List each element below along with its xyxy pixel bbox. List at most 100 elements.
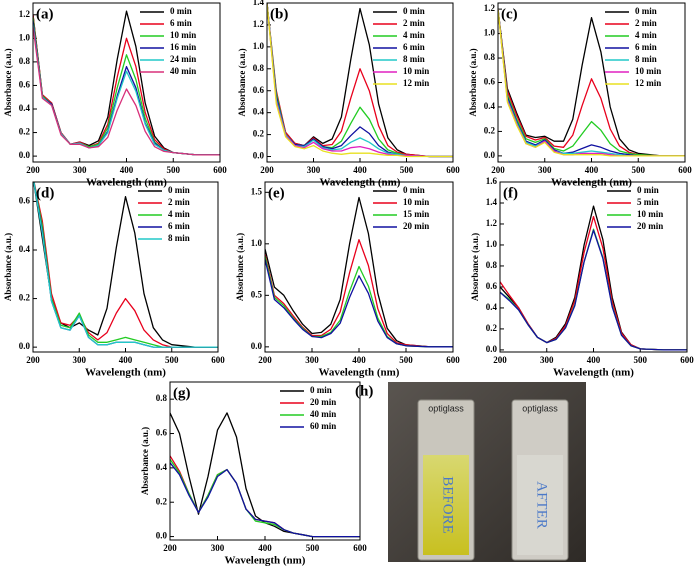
- y-tick-label: 1.2: [486, 218, 498, 228]
- x-tick-label: 300: [538, 165, 552, 175]
- legend-label: 0 min: [170, 6, 192, 16]
- y-axis-label: Absorbance (a.u.): [468, 48, 478, 116]
- y-tick-label: 1.2: [19, 9, 31, 19]
- series-line: [265, 196, 453, 348]
- legend-label: 8 min: [168, 233, 190, 243]
- series-line: [170, 412, 360, 538]
- panel-label: (c): [501, 6, 518, 22]
- y-tick-label: 1.5: [251, 186, 263, 196]
- y-tick-label: 0.0: [19, 341, 31, 351]
- x-tick-label: 500: [306, 543, 320, 553]
- y-axis-label: Absorbance (a.u.): [470, 233, 480, 301]
- chart-panel: 0.0 0.5 1.0 1.5 200 300 400 500 600 0 min 10 min 15…: [235, 181, 460, 379]
- photo-panel: optiglass optiglass BEFORE AFTER (h): [355, 382, 586, 562]
- y-tick-label: 0.0: [253, 151, 265, 161]
- chart-panel: 0.0 0.2 0.4 0.6 0.8 1.0 1.2 200 300 400 500 600 0 mi…: [3, 2, 227, 189]
- legend-label: 0 min: [168, 185, 190, 195]
- legend-label: 2 min: [168, 197, 190, 207]
- y-axis-label: Absorbance (a.u.): [235, 233, 245, 301]
- y-tick-label: 0.8: [253, 63, 265, 73]
- panel-label: (h): [355, 383, 373, 399]
- plot-frame: [32, 2, 221, 163]
- y-tick-label: 0.6: [19, 195, 31, 205]
- x-tick-label: 200: [26, 355, 40, 365]
- x-tick-label: 600: [446, 165, 460, 175]
- series-line: [498, 9, 685, 157]
- series-line: [265, 259, 453, 348]
- legend-label: 40 min: [170, 66, 196, 76]
- x-axis-label: Wavelength (nm): [319, 367, 400, 379]
- plot-frame: [499, 181, 688, 353]
- y-tick-label: 0.0: [486, 344, 498, 354]
- legend-label: 6 min: [168, 221, 190, 231]
- x-tick-label: 600: [211, 355, 225, 365]
- x-axis-label: Wavelength (nm): [551, 177, 632, 189]
- y-tick-label: 0.8: [486, 260, 498, 270]
- x-axis-label: Wavelength (nm): [553, 367, 634, 379]
- y-tick-label: 0.5: [251, 289, 263, 299]
- panel-label: (d): [36, 185, 54, 201]
- chart-panel: 0.0 0.2 0.4 0.6 0.8 1.0 1.2 1.4 1.6 200 300 400 500 6…: [470, 176, 694, 378]
- series-line: [498, 9, 685, 157]
- y-tick-label: 0.4: [486, 302, 498, 312]
- x-tick-label: 300: [305, 355, 319, 365]
- legend-label: 40 min: [310, 409, 336, 419]
- x-tick-label: 600: [213, 165, 227, 175]
- panel-label: (g): [173, 385, 191, 401]
- legend-label: 5 min: [637, 197, 659, 207]
- plot-frame: [264, 181, 454, 353]
- plot-frame: [32, 181, 219, 353]
- series-line: [500, 229, 687, 351]
- legend-label: 0 min: [637, 185, 659, 195]
- cuvette-label: BEFORE: [440, 476, 456, 534]
- legend-label: 10 min: [403, 66, 429, 76]
- y-tick-label: 1.2: [253, 19, 265, 29]
- y-tick-label: 0.8: [156, 393, 168, 403]
- x-tick-label: 400: [258, 543, 272, 553]
- brand-label: optiglass: [428, 403, 464, 413]
- y-tick-label: 0.0: [251, 341, 263, 351]
- x-axis-label: Wavelength (nm): [320, 177, 401, 189]
- series-line: [33, 26, 220, 156]
- y-tick-label: 0.4: [156, 462, 168, 472]
- cuvette-label: AFTER: [534, 481, 550, 529]
- y-tick-label: 1.6: [486, 176, 498, 186]
- x-tick-label: 400: [119, 355, 133, 365]
- x-tick-label: 500: [167, 165, 181, 175]
- series-line: [33, 182, 218, 348]
- legend-label: 15 min: [403, 209, 429, 219]
- legend-label: 20 min: [310, 397, 336, 407]
- series-line: [170, 455, 360, 538]
- series-line: [267, 3, 453, 158]
- chart-panel: 0.0 0.2 0.4 0.6 0.8 200 300 400 500 600 0 min 20 mi…: [140, 381, 367, 567]
- x-tick-label: 200: [258, 355, 272, 365]
- y-tick-label: 1.0: [253, 41, 265, 51]
- panel-label: (f): [503, 185, 518, 201]
- y-tick-label: 0.2: [253, 129, 265, 139]
- x-tick-label: 600: [678, 165, 692, 175]
- y-tick-label: 1.4: [486, 197, 498, 207]
- series-line: [265, 256, 453, 348]
- plot-frame: [497, 2, 686, 163]
- panel-label: (e): [268, 185, 285, 201]
- x-tick-label: 500: [632, 165, 646, 175]
- legend-label: 8 min: [635, 54, 657, 64]
- legend-label: 12 min: [635, 78, 661, 88]
- x-tick-label: 500: [399, 355, 413, 365]
- plot-frame: [266, 2, 454, 163]
- y-tick-label: 1.2: [484, 3, 496, 13]
- x-tick-label: 400: [353, 165, 367, 175]
- x-tick-label: 400: [352, 355, 366, 365]
- y-tick-label: 0.2: [484, 125, 496, 135]
- series-line: [498, 9, 685, 157]
- legend-label: 6 min: [403, 42, 425, 52]
- series-line: [500, 228, 687, 351]
- y-tick-label: 0.4: [19, 244, 31, 254]
- legend-label: 16 min: [170, 42, 196, 52]
- x-tick-label: 300: [73, 165, 87, 175]
- y-tick-label: 1.0: [19, 32, 31, 42]
- legend-label: 0 min: [403, 185, 425, 195]
- y-tick-label: 0.6: [484, 77, 496, 87]
- panel-label: (a): [36, 6, 54, 22]
- solution: [423, 455, 469, 555]
